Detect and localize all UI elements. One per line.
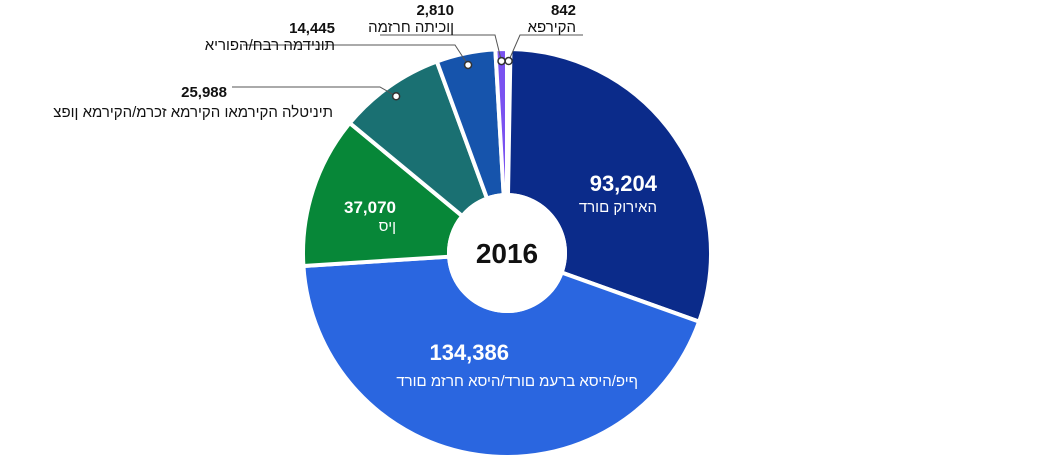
slice-label-europe: תונידמה רבח/הפוריא [205,37,335,54]
slice-value-south-korea: 93,204 [590,171,658,196]
slice-label-africa: הקירפא [528,19,576,36]
slice-label-china: ןיס [379,218,396,235]
leader-line-europe [243,44,469,66]
slice-value-southeast-asia: 134,386 [429,340,509,365]
leader-line-africa [508,34,583,62]
slice-label-south-korea: האירוק םורד [579,199,657,216]
slice-value-america: 25,988 [181,84,227,101]
leader-dot-europe [463,60,473,70]
center-year-label: 2016 [476,238,538,269]
leader-line-america [232,86,397,97]
slice-label-america: תיניטלה הקירמאו הקירמא זכרמ/הקירמא ןופצ [53,104,333,121]
leader-dot-america [391,91,401,101]
leader-dot-africa [504,56,513,66]
slice-label-southeast-asia: ףיפ/היסא ברעמ םורד/היסא חרזמ םורד [396,373,638,390]
slice-value-europe: 14,445 [289,20,335,37]
slice-label-middle-east: ןוכיתה חרזמה [368,19,454,36]
center-hole [447,193,567,313]
slice-value-middle-east: 2,810 [416,2,454,19]
leader-dot-middle-east [497,56,506,66]
leader-lines-group [232,34,583,101]
slice-value-africa: 842 [551,2,576,19]
leader-line-middle-east [380,34,502,62]
slice-value-china: 37,070 [344,198,396,217]
